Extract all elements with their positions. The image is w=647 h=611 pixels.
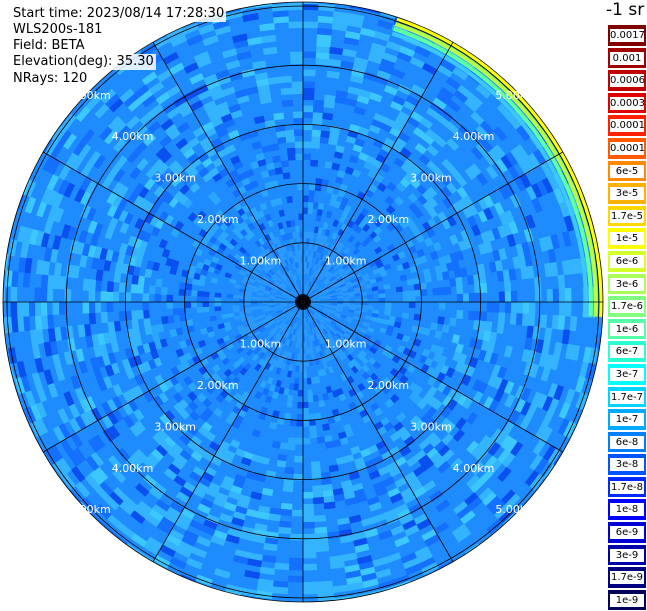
colorbar-level-label: 1.7e-8	[610, 480, 644, 494]
azimuth-spoke	[42, 151, 304, 303]
colorbar-level-label: 0.0001	[610, 141, 644, 155]
colorbar-level-label: 0.0003	[610, 96, 644, 110]
range-ring-label: 2.00km	[197, 213, 239, 226]
colorbar-level-label: 0.0017	[610, 29, 644, 42]
colorbar-level-label: 1e-9	[610, 593, 644, 607]
range-ring-label: 2.00km	[197, 379, 239, 392]
range-ring-label: 2.00km	[367, 379, 409, 392]
colorbar-level: 6e-7	[607, 340, 647, 363]
colorbar-level: 1.7e-8	[607, 475, 647, 499]
colorbar-level: 6e-9	[607, 521, 647, 544]
colorbar-level-label: 3e-9	[610, 548, 644, 562]
colorbar-level: 0.0017	[607, 24, 647, 47]
azimuth-spoke	[152, 41, 304, 303]
center-tick	[304, 300, 311, 303]
range-ring-label: 1.00km	[240, 337, 282, 350]
colorbar-level-label: 6e-6	[610, 254, 644, 268]
colorbar-level-label: 3e-8	[610, 458, 644, 472]
range-ring-label: 3.00km	[154, 420, 196, 433]
colorbar-level: 3e-9	[607, 543, 647, 567]
colorbar-level: 1e-9	[607, 588, 647, 611]
colorbar-level: 0.00017	[607, 114, 647, 137]
colorbar-level-label: 1.7e-6	[610, 300, 644, 314]
colorbar-level: 1.7e-7	[607, 385, 647, 409]
azimuth-spoke	[302, 151, 564, 303]
colorbar-level-label: 0.0006	[610, 74, 644, 88]
range-ring-label: 5.00km	[495, 503, 537, 516]
range-ring-label: 1.00km	[325, 337, 367, 350]
range-ring-label: 5.00km	[495, 89, 537, 102]
colorbar: 0.0017 0.001 0.0006 0.0003 0.00017 0.0001 6e-5…	[607, 24, 647, 611]
azimuth-spoke	[42, 301, 304, 453]
colorbar-level-label: 1e-8	[610, 503, 644, 517]
colorbar-level: 6e-5	[607, 159, 647, 183]
range-ring-label: 4.00km	[112, 462, 154, 475]
colorbar-level-label: 1e-5	[610, 232, 644, 246]
azimuth-spoke	[152, 301, 304, 563]
azimuth-spoke	[302, 301, 564, 453]
colorbar-level: 6e-8	[607, 430, 647, 454]
colorbar-level-label: 6e-8	[610, 435, 644, 449]
colorbar-level-label: 1e-7	[610, 413, 644, 427]
colorbar-level-label: 6e-9	[610, 526, 644, 540]
range-ring-label: 1.00km	[325, 255, 367, 268]
instrument-label: WLS200s-181	[11, 22, 105, 38]
colorbar-level-label: 0.00017	[610, 119, 644, 133]
colorbar-unit-title: -1 sr	[606, 0, 645, 20]
elevation-label: Elevation(deg): 35.30	[11, 54, 156, 70]
colorbar-level-label: 3e-6	[610, 277, 644, 291]
polar-grid	[2, 1, 604, 603]
azimuth-spoke	[302, 41, 454, 303]
colorbar-level-label: 1e-6	[610, 322, 644, 336]
colorbar-level: 1e-6	[607, 317, 647, 341]
colorbar-level-label: 1.7e-9	[610, 571, 644, 585]
colorbar-level: 3e-7	[607, 362, 647, 386]
range-ring-label: 5.00km	[69, 89, 111, 102]
range-ring-labels: 1.00km 1.00km 1.00km 1.00km 2.00km 2.00km 2.00…	[69, 89, 537, 516]
colorbar-level: 0.0006	[607, 69, 647, 92]
colorbar-level: 0.0001	[607, 136, 647, 160]
colorbar-level: 1.7e-9	[607, 566, 647, 589]
colorbar-level: 0.001	[607, 46, 647, 70]
field-label: Field: BETA	[11, 38, 87, 54]
colorbar-level: 1e-7	[607, 408, 647, 431]
ppi-disc	[3, 2, 603, 602]
colorbar-level-label: 1.7e-7	[610, 390, 644, 404]
colorbar-level: 0.0003	[607, 91, 647, 115]
range-ring-label: 2.00km	[367, 213, 409, 226]
colorbar-level: 1e-5	[607, 227, 647, 250]
colorbar-level-label: 3e-5	[610, 187, 644, 201]
colorbar-level-label: 6e-5	[610, 164, 644, 178]
nrays-label: NRays: 120	[11, 71, 90, 87]
colorbar-level: 3e-6	[607, 272, 647, 296]
range-ring-label: 1.00km	[240, 255, 282, 268]
colorbar-level: 6e-6	[607, 249, 647, 273]
colorbar-level: 3e-5	[607, 182, 647, 205]
start-time-label: Start time: 2023/08/14 17:28:30	[11, 6, 227, 22]
colorbar-level: 1.7e-5	[607, 204, 647, 228]
colorbar-level-label: 6e-7	[610, 345, 644, 359]
range-ring-label: 3.00km	[410, 172, 452, 185]
azimuth-spoke	[302, 301, 454, 563]
colorbar-level: 1.7e-6	[607, 295, 647, 318]
range-ring-label: 3.00km	[154, 172, 196, 185]
range-ring-label: 4.00km	[453, 130, 495, 143]
range-ring-label: 4.00km	[112, 130, 154, 143]
colorbar-level-label: 1.7e-5	[610, 209, 644, 223]
range-ring-label: 3.00km	[410, 420, 452, 433]
colorbar-level: 1e-8	[607, 498, 647, 522]
colorbar-level-label: 3e-7	[610, 367, 644, 381]
range-ring-label: 4.00km	[453, 462, 495, 475]
range-ring-label: 5.00km	[69, 503, 111, 516]
colorbar-level: 3e-8	[607, 453, 647, 476]
colorbar-level-label: 0.001	[610, 51, 644, 65]
